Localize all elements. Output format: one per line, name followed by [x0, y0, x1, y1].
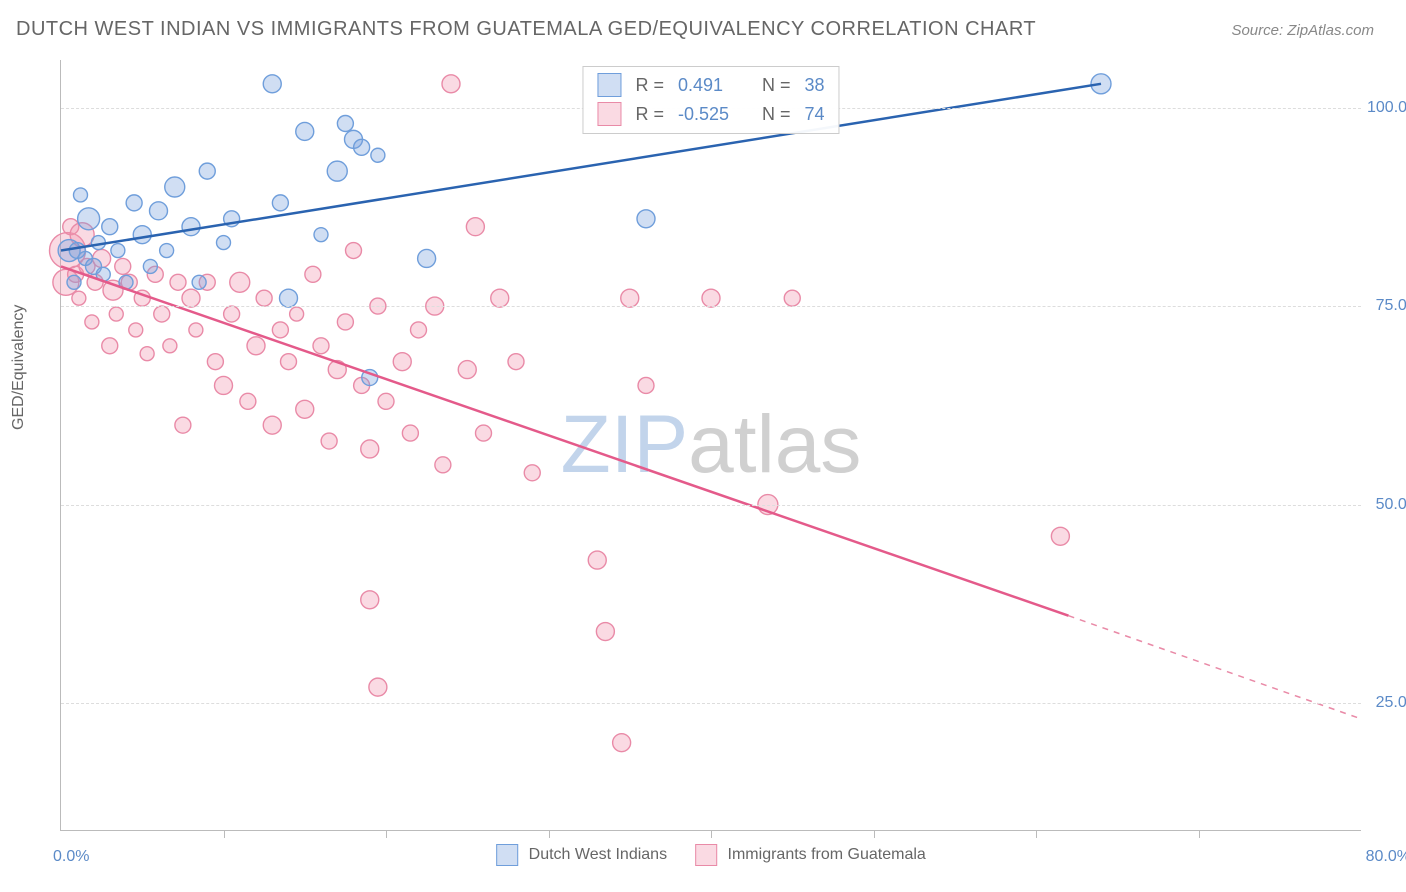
legend-swatch-2 — [695, 844, 717, 866]
legend-label-1: Dutch West Indians — [529, 846, 667, 863]
legend-item-1: Dutch West Indians — [496, 844, 667, 866]
r-label-1: R = — [635, 71, 664, 100]
r-value-1: 0.491 — [678, 71, 748, 100]
bottom-legend: Dutch West Indians Immigrants from Guate… — [496, 844, 926, 866]
y-axis-label: GED/Equivalency — [10, 305, 28, 430]
x-axis-max-label: 80.0% — [1366, 848, 1406, 866]
n-value-1: 38 — [805, 71, 825, 100]
legend-item-2: Immigrants from Guatemala — [695, 844, 926, 866]
legend-label-2: Immigrants from Guatemala — [728, 846, 926, 863]
n-label-1: N = — [762, 71, 791, 100]
legend-swatch-1 — [496, 844, 518, 866]
plot-area: ZIPatlas 25.0%50.0%75.0%100.0% 0.0% 80.0… — [60, 60, 1361, 831]
source-label: Source: ZipAtlas.com — [1231, 22, 1374, 39]
correlation-box: R = 0.491 N = 38 R = -0.525 N = 74 — [582, 66, 839, 134]
corr-row-series-1: R = 0.491 N = 38 — [597, 71, 824, 100]
r-label-2: R = — [635, 100, 664, 129]
n-label-2: N = — [762, 100, 791, 129]
corr-row-series-2: R = -0.525 N = 74 — [597, 100, 824, 129]
swatch-series-2 — [597, 102, 621, 126]
x-axis-min-label: 0.0% — [53, 848, 89, 866]
r-value-2: -0.525 — [678, 100, 748, 129]
chart-title: DUTCH WEST INDIAN VS IMMIGRANTS FROM GUA… — [16, 18, 1036, 41]
scatter-svg — [61, 60, 1361, 830]
swatch-series-1 — [597, 73, 621, 97]
n-value-2: 74 — [805, 100, 825, 129]
